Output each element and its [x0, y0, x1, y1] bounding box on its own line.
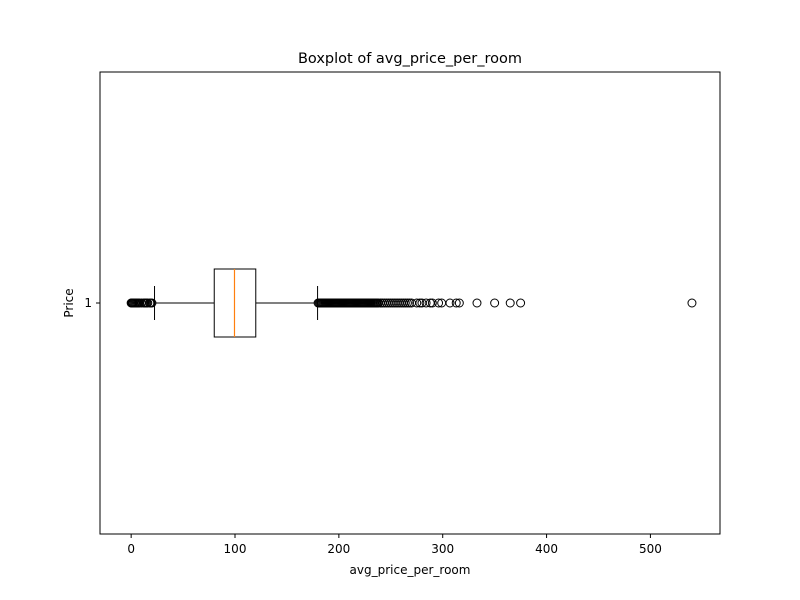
chart-title: Boxplot of avg_price_per_room: [298, 51, 522, 67]
outlier-point: [412, 298, 422, 308]
x-tick-label: 100: [224, 542, 247, 556]
outlier-point: [421, 298, 431, 308]
outlier-point: [434, 298, 444, 308]
outlier-point: [490, 298, 500, 308]
outlier-point: [687, 298, 697, 308]
plot-area: [126, 268, 697, 338]
outlier-point: [427, 298, 437, 308]
y-tick-label: 1: [84, 296, 92, 310]
outlier-point: [400, 298, 410, 308]
x-tick-label: 400: [535, 542, 558, 556]
x-axis-label: avg_price_per_room: [350, 563, 471, 577]
outlier-point: [404, 298, 414, 308]
outlier-point: [402, 298, 412, 308]
outlier-point: [454, 298, 464, 308]
outlier-point: [143, 298, 153, 308]
outlier-point: [472, 298, 482, 308]
outlier-point: [516, 298, 526, 308]
x-axis: 0 100 200 300 400 500: [127, 534, 662, 556]
outlier-point: [147, 298, 157, 308]
outlier-point: [505, 298, 515, 308]
x-tick-label: 500: [639, 542, 662, 556]
outlier-point: [451, 298, 461, 308]
y-axis-label: Price: [62, 288, 76, 317]
x-tick-label: 0: [127, 542, 135, 556]
outlier-point: [415, 298, 425, 308]
outlier-point: [445, 298, 455, 308]
y-axis: 1: [84, 296, 100, 310]
x-tick-label: 200: [327, 542, 350, 556]
x-tick-label: 300: [431, 542, 454, 556]
